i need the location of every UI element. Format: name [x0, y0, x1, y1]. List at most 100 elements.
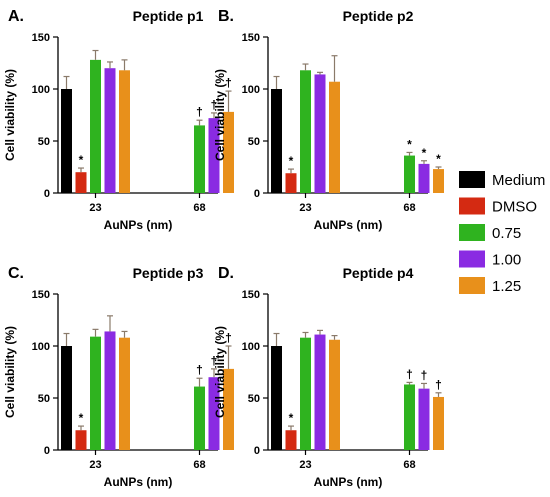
bar-Medium-23: [271, 89, 282, 193]
y-tick-label: 100: [242, 341, 260, 353]
y-tick-label: 150: [242, 32, 260, 44]
panel-label: A.: [8, 8, 24, 25]
bar-DMSO-23: [75, 430, 87, 450]
x-tick-label: 68: [403, 459, 415, 471]
significance-mark: †: [211, 98, 218, 112]
legend-label: 1.00: [492, 252, 521, 269]
significance-mark: †: [406, 367, 413, 381]
chart-title: Peptide p4: [343, 265, 414, 281]
y-tick-label: 0: [254, 445, 260, 457]
y-tick-label: 100: [242, 84, 260, 96]
chart-title: Peptide p2: [343, 8, 414, 24]
chart-panel-4: D. Peptide p4 0 50 100 150 Cell viability (%) 2…: [213, 265, 444, 489]
bar-1_00-68: [208, 118, 220, 193]
chart-panel-2: B. Peptide p2 0 50 100 150 Cell viability (%) 2…: [213, 8, 444, 232]
x-axis-title: AuNPs (nm): [314, 218, 383, 232]
bar-1_25-23: [119, 70, 130, 193]
bar-0_75-68: [194, 386, 205, 450]
y-tick-label: 50: [248, 136, 260, 148]
x-tick-label: 23: [89, 459, 101, 471]
bar-1_25-23: [329, 339, 340, 450]
chart-title: Peptide p3: [133, 265, 204, 281]
y-axis-title: Cell viability (%): [3, 326, 17, 418]
bar-Medium-23: [271, 346, 282, 450]
bar-1_25-68: [223, 111, 234, 193]
bar-1_00-68: [418, 163, 430, 193]
bar-1_00-23: [314, 334, 326, 450]
legend-swatch-DMSO: [459, 197, 485, 215]
bar-1_00-68: [418, 388, 430, 450]
bar-1_25-23: [119, 337, 130, 450]
x-axis-title: AuNPs (nm): [314, 475, 383, 489]
legend-label: 0.75: [492, 225, 521, 242]
bar-0_75-68: [404, 155, 415, 193]
bar-0_75-23: [90, 336, 101, 450]
y-tick-label: 0: [254, 188, 260, 200]
panel-label: D.: [218, 265, 234, 282]
x-tick-label: 68: [403, 202, 415, 214]
bar-0_75-23: [300, 70, 311, 193]
significance-mark: †: [211, 354, 218, 368]
legend-swatch-Medium: [459, 171, 485, 188]
significance-mark: *: [289, 154, 294, 168]
y-tick-label: 50: [38, 136, 50, 148]
x-tick-label: 23: [299, 202, 311, 214]
y-tick-label: 150: [242, 289, 260, 301]
y-tick-label: 50: [38, 393, 50, 405]
significance-mark: †: [196, 363, 203, 377]
y-tick-label: 150: [32, 289, 50, 301]
legend: Medium DMSO 0.75 1.00 1.25: [459, 171, 545, 295]
significance-mark: *: [79, 153, 84, 167]
significance-mark: †: [421, 368, 428, 382]
significance-mark: †: [435, 378, 442, 392]
bar-0_75-23: [90, 59, 101, 193]
significance-mark: †: [196, 105, 203, 119]
bar-Medium-23: [61, 346, 72, 450]
bar-Medium-23: [61, 89, 72, 193]
legend-swatch-1_00: [459, 250, 485, 268]
significance-mark: *: [422, 146, 427, 160]
chart-panel-1: A. Peptide p1 0 50 100 150 Cell viability (%) 2…: [3, 8, 234, 232]
y-tick-label: 100: [32, 341, 50, 353]
y-axis-title: Cell viability (%): [213, 326, 227, 418]
bar-1_00-23: [104, 331, 116, 450]
significance-mark: †: [225, 76, 232, 90]
y-axis-title: Cell viability (%): [213, 69, 227, 161]
bar-1_00-23: [104, 68, 116, 193]
y-tick-label: 0: [44, 445, 50, 457]
bar-1_00-23: [314, 74, 326, 193]
legend-label: Medium: [492, 172, 545, 189]
panel-label: B.: [218, 8, 234, 25]
x-axis-title: AuNPs (nm): [104, 475, 173, 489]
x-tick-label: 23: [299, 459, 311, 471]
bar-DMSO-23: [285, 173, 297, 193]
significance-mark: *: [79, 411, 84, 425]
legend-label: 1.25: [492, 278, 521, 295]
bar-0_75-23: [300, 337, 311, 450]
panel-label: C.: [8, 265, 24, 282]
bar-1_00-68: [208, 377, 220, 450]
legend-label: DMSO: [492, 199, 537, 216]
y-tick-label: 50: [248, 393, 260, 405]
x-tick-label: 68: [193, 459, 205, 471]
significance-mark: *: [436, 152, 441, 166]
x-tick-label: 23: [89, 202, 101, 214]
y-tick-label: 100: [32, 84, 50, 96]
bar-0_75-68: [404, 384, 415, 450]
significance-mark: *: [289, 411, 294, 425]
bar-1_25-68: [433, 396, 444, 450]
bar-0_75-68: [194, 125, 205, 193]
bar-1_25-68: [223, 368, 234, 450]
bar-1_25-68: [433, 169, 444, 193]
x-axis-title: AuNPs (nm): [104, 218, 173, 232]
chart-title: Peptide p1: [133, 8, 204, 24]
chart-panel-3: C. Peptide p3 0 50 100 150 Cell viability (%) 2…: [3, 265, 234, 489]
x-tick-label: 68: [193, 202, 205, 214]
bar-1_25-23: [329, 81, 340, 193]
y-tick-label: 150: [32, 32, 50, 44]
significance-mark: *: [407, 137, 412, 151]
bar-DMSO-23: [75, 172, 87, 193]
legend-swatch-1_25: [459, 277, 485, 294]
significance-mark: †: [225, 331, 232, 345]
